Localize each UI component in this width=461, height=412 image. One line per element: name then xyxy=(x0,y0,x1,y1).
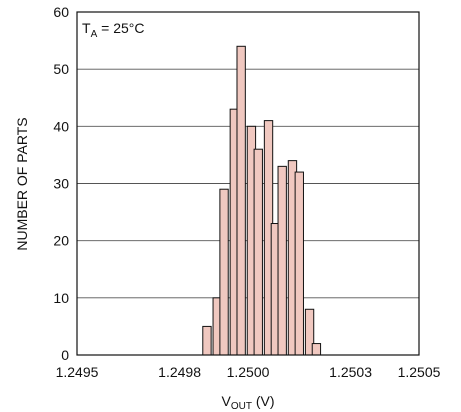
histogram-bars xyxy=(202,45,322,356)
histogram-bar xyxy=(202,325,212,356)
histogram-bar xyxy=(219,188,229,356)
y-axis-title: NUMBER OF PARTS xyxy=(14,117,30,250)
y-tick-label: 20 xyxy=(53,233,69,249)
plot-frame xyxy=(76,11,420,356)
x-tick-labels: 1.2495 1.2498 1.2500 1.2503 1.2505 xyxy=(56,364,441,380)
histogram-bar xyxy=(236,45,246,356)
x-tick-label: 1.2500 xyxy=(227,364,270,380)
y-tick-label: 60 xyxy=(53,4,69,20)
y-tick-labels: 0 10 20 30 40 50 60 xyxy=(53,4,69,363)
y-tick-label: 0 xyxy=(61,347,69,363)
x-tick-label: 1.2505 xyxy=(398,364,441,380)
temperature-annotation: TA = 25°C xyxy=(82,20,144,40)
y-tick-label: 10 xyxy=(53,290,69,306)
x-tick-label: 1.2498 xyxy=(158,364,201,380)
histogram-bar xyxy=(277,165,287,356)
y-tick-label: 50 xyxy=(53,61,69,77)
histogram-bar xyxy=(311,343,322,356)
x-tick-label: 1.2495 xyxy=(56,364,99,380)
histogram-bar xyxy=(294,171,304,356)
x-tick-label: 1.2503 xyxy=(329,364,372,380)
y-tick-label: 40 xyxy=(53,118,69,134)
x-axis-title: VOUT (V) xyxy=(221,393,274,412)
y-tick-label: 30 xyxy=(53,176,69,192)
histogram-bar xyxy=(253,148,263,356)
